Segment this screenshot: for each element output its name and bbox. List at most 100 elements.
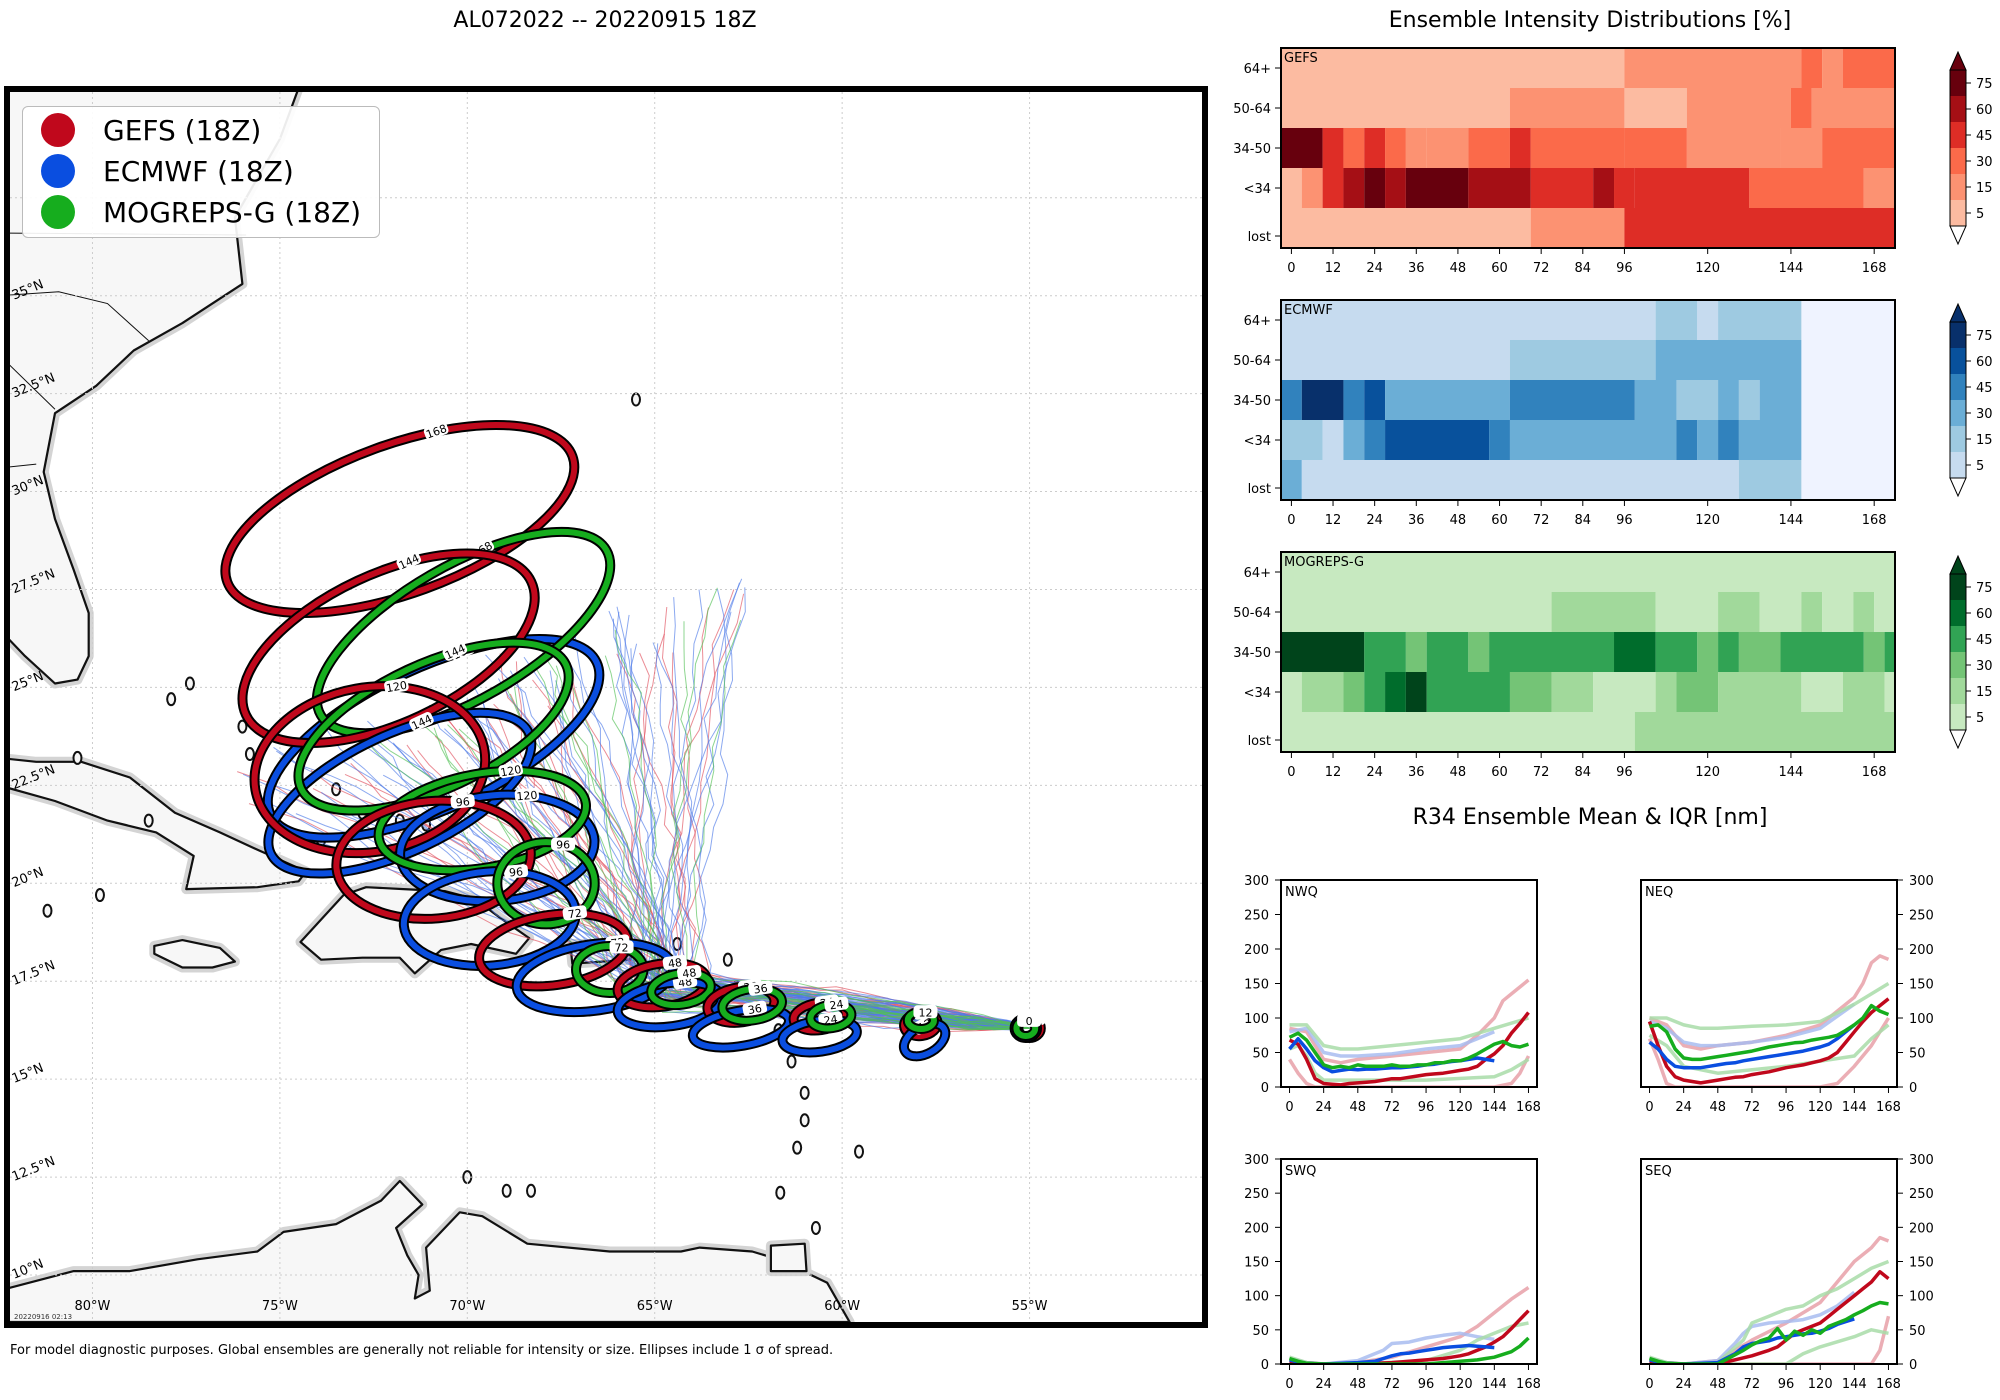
heatmap-row-label: <34 bbox=[1244, 686, 1271, 701]
heatmap-row-label: <34 bbox=[1244, 434, 1271, 449]
colorbar-frame bbox=[1949, 573, 1967, 731]
r34-series-gefs-q75 bbox=[1289, 978, 1530, 1065]
colorbar-swatch bbox=[1950, 400, 1966, 426]
heatmap-x-label: 84 bbox=[1575, 513, 1592, 528]
lon-tick-label: 70°W bbox=[449, 1299, 485, 1314]
heatmap-x-label: 120 bbox=[1695, 513, 1720, 528]
ellipse-ring bbox=[295, 639, 572, 814]
track-line bbox=[681, 588, 1030, 1029]
colorbar-tick-label: 15 bbox=[1976, 685, 1993, 700]
heatmap-cell bbox=[1385, 128, 1406, 168]
island bbox=[810, 1220, 821, 1235]
heatmap-cell bbox=[1364, 380, 1386, 420]
r34-y-label: 300 bbox=[1909, 1153, 1934, 1168]
heatmap-cell bbox=[1385, 168, 1406, 208]
ellipse-ecmwf-24: 24 bbox=[777, 1011, 862, 1058]
heatmap-cell bbox=[1842, 672, 1885, 712]
heatmap-cell bbox=[1405, 128, 1427, 168]
heatmap-cell bbox=[1593, 168, 1615, 208]
ellipse-label-bg bbox=[503, 864, 529, 879]
heatmap-cell bbox=[1686, 128, 1781, 168]
map-group: 1681681681441441441201201209696967272724… bbox=[10, 92, 1202, 1322]
r34-series-mogreps-g-q25 bbox=[1649, 1328, 1889, 1364]
heatmap-x-label: 60 bbox=[1491, 765, 1508, 780]
heatmap-cell bbox=[1468, 128, 1510, 168]
r34-y-label: 150 bbox=[1909, 978, 1934, 993]
colorbar-swatch bbox=[1950, 452, 1966, 478]
ellipse-label-bg bbox=[824, 996, 849, 1012]
r34-y-label: 0 bbox=[1909, 1358, 1917, 1373]
r34-x-label: 144 bbox=[1482, 1100, 1507, 1115]
r34-x-label: 168 bbox=[1876, 1377, 1901, 1392]
heatmap-cell bbox=[1405, 672, 1427, 712]
heatmap-x-label: 24 bbox=[1366, 261, 1383, 276]
heatmap-cell bbox=[1863, 632, 1885, 672]
heatmap-cell bbox=[1343, 380, 1365, 420]
r34-y-label: 300 bbox=[1244, 1153, 1269, 1168]
ellipse-label-bg bbox=[609, 940, 634, 954]
r34-y-label: 100 bbox=[1909, 1012, 1934, 1027]
heatmap-x-label: 60 bbox=[1491, 513, 1508, 528]
r34-y-label: 250 bbox=[1909, 1187, 1934, 1202]
heatmap-cell bbox=[1364, 632, 1406, 672]
heatmap-x-label: 0 bbox=[1287, 513, 1295, 528]
heatmap-x-label: 36 bbox=[1408, 765, 1425, 780]
heatmap-row-label: 34-50 bbox=[1233, 394, 1271, 409]
heatmap-cell bbox=[1281, 128, 1323, 168]
ellipse-mogreps-g-24: 24 bbox=[805, 996, 857, 1034]
colorbar-swatch bbox=[1950, 122, 1966, 148]
r34-x-label: 120 bbox=[1808, 1100, 1833, 1115]
island bbox=[42, 903, 53, 918]
heatmap-cell bbox=[1364, 128, 1386, 168]
ellipse-label-bg bbox=[396, 551, 422, 571]
ellipse-label-bg bbox=[423, 421, 449, 440]
heatmap-cell bbox=[1509, 128, 1531, 168]
r34-y-label: 50 bbox=[1909, 1324, 1926, 1339]
colorbar-tick-label: 45 bbox=[1976, 633, 1993, 648]
r34-panel-label: NEQ bbox=[1645, 885, 1673, 900]
r34-series-mogreps-g-mean bbox=[1288, 1031, 1530, 1070]
ellipse-label-bg bbox=[562, 905, 588, 921]
r34-x-label: 168 bbox=[1876, 1100, 1901, 1115]
r34-series-ecmwf-q75 bbox=[1289, 1026, 1495, 1058]
heatmap-cell bbox=[1676, 672, 1719, 712]
r34-x-label: 96 bbox=[1418, 1100, 1435, 1115]
colorbar-tick-label: 5 bbox=[1976, 207, 1984, 222]
ellipse-hour-label: 96 bbox=[455, 795, 470, 809]
colorbar-min-arrow bbox=[1949, 225, 1967, 246]
heatmap-cell bbox=[1655, 632, 1698, 672]
ellipse-ring bbox=[222, 421, 578, 616]
colorbar-swatch bbox=[1950, 200, 1966, 226]
heatmap-row-label: lost bbox=[1248, 230, 1271, 245]
heatmap-row-label: <34 bbox=[1244, 182, 1271, 197]
colorbar-swatch bbox=[1950, 574, 1966, 600]
r34-x-label: 0 bbox=[1285, 1377, 1293, 1392]
heatmap-cell bbox=[1385, 672, 1406, 712]
state-border bbox=[10, 291, 150, 342]
heatmap-cell bbox=[1697, 420, 1719, 460]
legend-label: MOGREPS-G (18Z) bbox=[103, 195, 362, 229]
heatmap-cell bbox=[1759, 592, 1802, 632]
heatmap-cell bbox=[1811, 88, 1895, 128]
r34-y-label: 250 bbox=[1909, 909, 1934, 924]
island bbox=[854, 1144, 865, 1159]
heatmap-cell bbox=[1655, 672, 1677, 712]
lon-tick-label: 60°W bbox=[824, 1299, 860, 1314]
ellipse-hour-label: 0 bbox=[1026, 1015, 1033, 1028]
colorbar-tick-label: 75 bbox=[1976, 581, 1993, 596]
r34-panel-swq: SWQ 0 24 48 72 96 120 144 168 0 50 100 150 200 250 300 bbox=[1244, 1153, 1541, 1392]
heatmap-cell bbox=[1676, 420, 1698, 460]
heatmap-row-label: 50-64 bbox=[1233, 102, 1271, 117]
heatmap-x-label: 48 bbox=[1450, 261, 1467, 276]
heatmap-cell bbox=[1509, 340, 1656, 380]
colorbar-swatch bbox=[1950, 704, 1966, 730]
r34-series-mogreps-g-mean bbox=[1648, 1300, 1889, 1364]
r34-x-label: 24 bbox=[1315, 1377, 1332, 1392]
heatmap-x-label: 144 bbox=[1779, 513, 1804, 528]
r34-series-mogreps-g-q75 bbox=[1649, 982, 1890, 1031]
track-line bbox=[541, 652, 1030, 1030]
heatmap-x-label: 72 bbox=[1533, 765, 1550, 780]
heatmap-cell bbox=[1468, 632, 1490, 672]
timestamp-label: 20220916 02:13 bbox=[14, 1313, 73, 1321]
